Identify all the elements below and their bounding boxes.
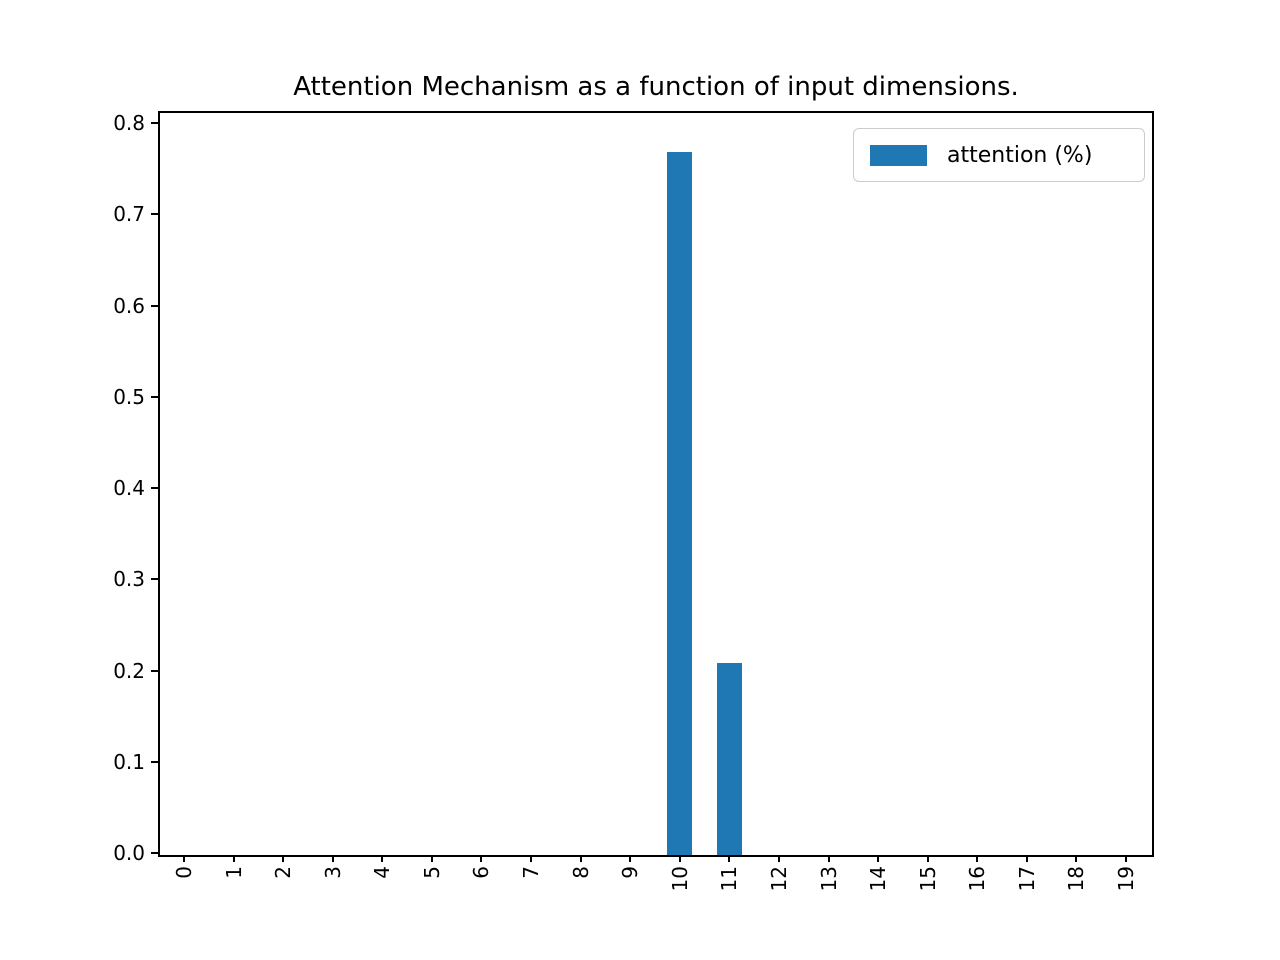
y-tick-mark (151, 122, 158, 125)
x-tick-mark (926, 855, 929, 862)
x-tick-label: 18 (1064, 866, 1089, 892)
y-tick-label: 0.4 (113, 476, 145, 501)
y-tick-label: 0.7 (113, 202, 145, 227)
x-tick-label: 6 (469, 866, 494, 879)
x-tick-label: 5 (419, 866, 444, 879)
x-tick-label: 3 (320, 866, 345, 879)
x-tick-label: 16 (965, 866, 990, 892)
x-tick-label: 10 (667, 866, 692, 892)
x-tick-label: 8 (568, 866, 593, 879)
x-tick-mark (480, 855, 483, 862)
x-tick-mark (678, 855, 681, 862)
y-tick-mark (151, 578, 158, 581)
x-tick-label: 11 (717, 866, 742, 892)
x-tick-mark (579, 855, 582, 862)
y-tick-label: 0.5 (113, 384, 145, 409)
x-tick-mark (629, 855, 632, 862)
x-tick-mark (877, 855, 880, 862)
bar (716, 663, 742, 855)
y-tick-mark (151, 852, 158, 854)
x-tick-label: 13 (816, 866, 841, 892)
x-tick-label: 15 (915, 866, 940, 892)
x-tick-mark (331, 855, 334, 862)
legend-swatch (870, 144, 927, 166)
y-tick-mark (151, 213, 158, 216)
y-tick-label: 0.6 (113, 293, 145, 318)
y-tick-mark (151, 487, 158, 490)
legend-label: attention (%) (947, 142, 1093, 168)
x-tick-mark (728, 855, 731, 862)
x-tick-label: 12 (766, 866, 791, 892)
y-tick-mark (151, 760, 158, 763)
x-tick-label: 4 (370, 866, 395, 879)
x-tick-mark (777, 855, 780, 862)
y-tick-mark (151, 669, 158, 672)
y-tick-label: 0.2 (113, 658, 145, 683)
x-tick-mark (1125, 855, 1128, 862)
chart-title: Attention Mechanism as a function of inp… (293, 72, 1019, 102)
x-tick-label: 19 (1114, 866, 1139, 892)
y-tick-label: 0.8 (113, 111, 145, 136)
y-tick-mark (151, 395, 158, 398)
y-tick-mark (151, 304, 158, 307)
x-tick-mark (232, 855, 235, 862)
legend: attention (%) (853, 128, 1145, 182)
y-tick-label: 0.0 (113, 841, 145, 865)
plot-area: attention (%) (158, 111, 1154, 857)
x-tick-label: 14 (866, 866, 891, 892)
x-tick-mark (1025, 855, 1028, 862)
x-tick-label: 9 (618, 866, 643, 879)
x-tick-label: 1 (221, 866, 246, 879)
x-tick-label: 0 (172, 866, 196, 879)
x-tick-mark (1075, 855, 1078, 862)
x-tick-mark (381, 855, 384, 862)
x-tick-mark (430, 855, 433, 862)
x-tick-mark (827, 855, 830, 862)
bar (667, 152, 693, 855)
x-tick-label: 2 (271, 866, 296, 879)
y-tick-label: 0.1 (113, 749, 145, 774)
x-tick-mark (976, 855, 979, 862)
x-tick-mark (282, 855, 285, 862)
x-tick-mark (530, 855, 533, 862)
x-tick-label: 17 (1014, 866, 1039, 892)
x-tick-label: 7 (519, 866, 544, 879)
y-tick-label: 0.3 (113, 567, 145, 592)
x-tick-mark (183, 855, 185, 862)
